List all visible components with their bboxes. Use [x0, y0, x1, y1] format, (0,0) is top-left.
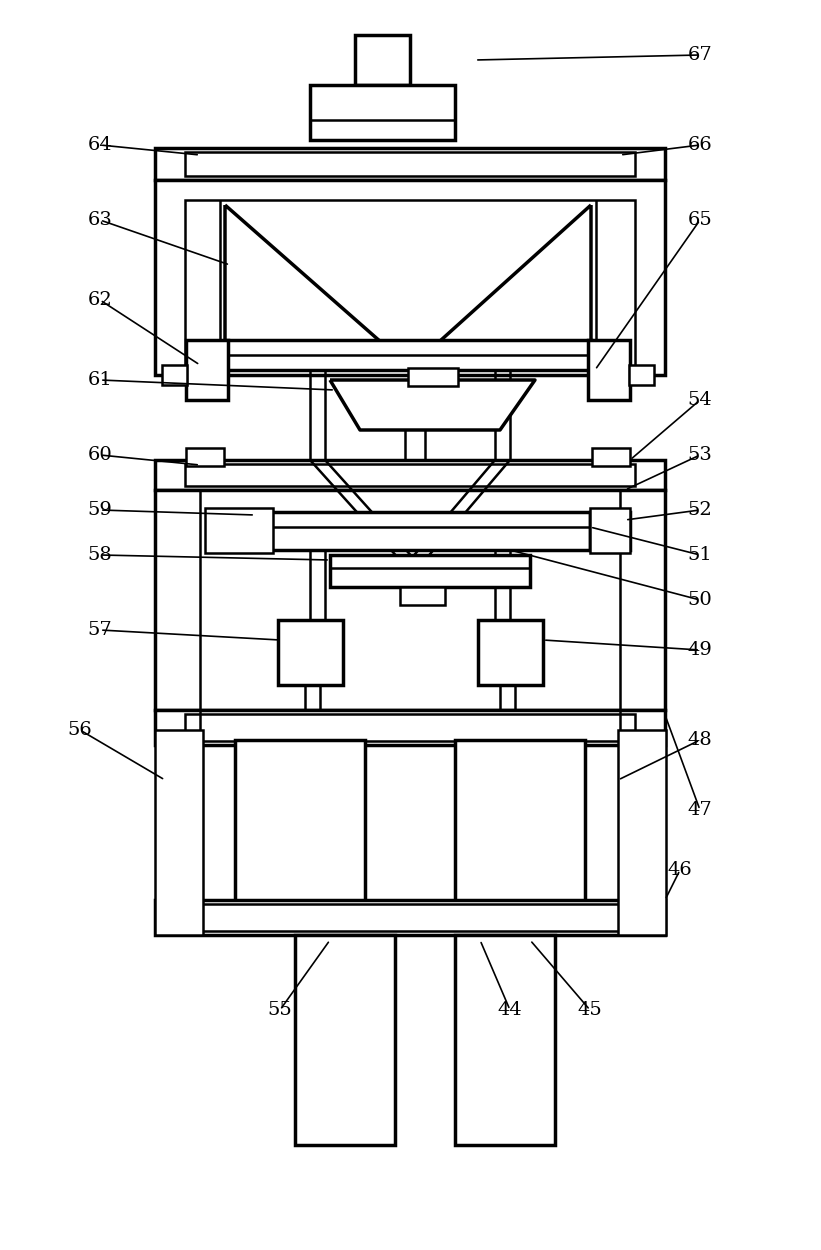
Bar [590, 508, 630, 552]
Polygon shape [330, 380, 535, 430]
Text: 51: 51 [688, 546, 713, 564]
Text: 55: 55 [268, 1001, 292, 1019]
Text: 56: 56 [67, 721, 93, 739]
Bar [235, 740, 365, 905]
Text: 66: 66 [688, 136, 713, 154]
Text: 60: 60 [88, 446, 112, 464]
Bar [590, 512, 630, 550]
Bar [185, 904, 635, 931]
Bar [295, 935, 395, 1145]
Text: 50: 50 [688, 591, 713, 609]
Bar [185, 152, 635, 176]
Bar [588, 340, 630, 400]
Bar [185, 714, 635, 741]
Text: 48: 48 [688, 731, 713, 749]
Bar [408, 368, 458, 386]
Text: 67: 67 [688, 46, 713, 64]
Bar [455, 935, 555, 1145]
Bar [400, 588, 445, 605]
Bar [270, 512, 590, 550]
Bar [155, 710, 665, 745]
Bar [185, 200, 635, 370]
Text: 65: 65 [688, 211, 713, 229]
Bar [355, 35, 410, 85]
Text: 58: 58 [88, 546, 112, 564]
Bar [186, 448, 224, 466]
Bar [155, 180, 665, 375]
Bar [310, 85, 455, 140]
Text: 49: 49 [687, 641, 713, 659]
Bar [478, 620, 543, 685]
Text: 62: 62 [88, 291, 112, 309]
Bar [155, 490, 665, 710]
Bar [155, 900, 665, 935]
Text: 64: 64 [88, 136, 112, 154]
Text: 63: 63 [88, 211, 112, 229]
Text: 44: 44 [498, 1001, 522, 1019]
Text: 61: 61 [88, 371, 112, 389]
Bar [629, 365, 654, 385]
Bar [278, 620, 343, 685]
Bar [455, 740, 585, 905]
Bar [155, 730, 203, 935]
Text: 45: 45 [578, 1001, 603, 1019]
Text: 52: 52 [688, 501, 713, 519]
Polygon shape [225, 205, 390, 350]
Text: 54: 54 [688, 391, 713, 409]
Bar [162, 365, 187, 385]
Bar [330, 555, 530, 588]
Bar [155, 460, 665, 490]
Bar [205, 508, 273, 552]
Bar [225, 340, 591, 370]
Bar [186, 340, 228, 400]
Text: 53: 53 [687, 446, 713, 464]
Text: 47: 47 [688, 801, 713, 819]
Bar [185, 464, 635, 486]
Polygon shape [430, 205, 591, 350]
Text: 57: 57 [88, 621, 112, 639]
Text: 46: 46 [667, 861, 692, 879]
Bar [592, 448, 630, 466]
Bar [618, 730, 666, 935]
Text: 59: 59 [88, 501, 112, 519]
Bar [155, 148, 665, 180]
